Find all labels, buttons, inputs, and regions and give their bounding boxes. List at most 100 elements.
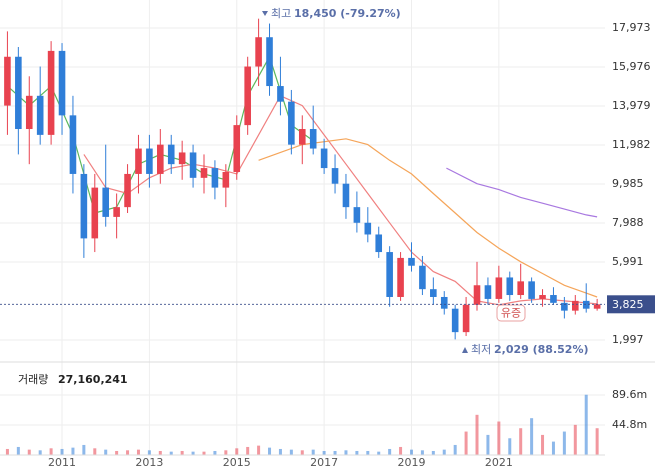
moving-average [83, 95, 598, 306]
last-price-label: 3,825 [612, 298, 644, 311]
moving-average [446, 167, 598, 218]
event-tag: 유증 [496, 304, 526, 322]
candle-body [255, 37, 262, 67]
candle-body [528, 281, 535, 299]
candle-body [266, 37, 273, 87]
candle-body [167, 144, 175, 165]
volume-bar [49, 448, 53, 455]
event-tag-box [496, 304, 526, 322]
volume-bar [202, 451, 206, 455]
candle-body [36, 95, 44, 135]
event-tag-text: 유증 [501, 307, 521, 320]
volume-bar [246, 446, 250, 455]
candle-body [178, 152, 186, 165]
candle-body [189, 152, 197, 178]
candle-body [233, 125, 241, 172]
candle-body [397, 257, 404, 297]
volume-bar [289, 449, 293, 455]
volume-bar [486, 434, 490, 455]
volume-bar [388, 448, 392, 455]
volume-bar [584, 394, 588, 455]
volume-bar [115, 450, 119, 455]
volume-bar [93, 448, 97, 455]
candle-body [571, 300, 579, 311]
candle-body [244, 66, 251, 126]
volume-bar [278, 448, 282, 455]
volume-label: 거래량 [18, 373, 48, 386]
candle-body [386, 252, 393, 297]
candle-body [451, 308, 459, 333]
volume-bar [5, 448, 9, 455]
candle-body [561, 302, 568, 311]
volume-bar [453, 444, 457, 455]
candle-body [375, 234, 383, 253]
candle-body [58, 50, 66, 116]
volume-bar [16, 446, 20, 455]
candle-body [593, 304, 601, 309]
x-tick-label: 2019 [397, 456, 425, 469]
low-text: 2,029 (88.52%) [494, 343, 589, 356]
volume-bar [420, 450, 424, 455]
volume-bar [464, 431, 468, 455]
volume-bar [60, 448, 64, 455]
candle-body [408, 257, 415, 266]
candle-body [495, 277, 503, 299]
y-tick-label: 11,982 [612, 138, 651, 151]
candle-body [440, 296, 448, 309]
x-tick-label: 2017 [310, 456, 338, 469]
last-price-badge [607, 295, 655, 314]
candle-body [135, 148, 142, 174]
volume-bar [508, 438, 512, 455]
candle-body [146, 148, 153, 174]
candle-body [222, 171, 230, 188]
volume-bar [344, 450, 348, 455]
volume-bar [71, 447, 75, 455]
candle-body [4, 56, 11, 106]
volume-bar [530, 418, 534, 455]
volume-bar [409, 449, 413, 455]
volume-bar [147, 450, 151, 455]
volume-bar [333, 450, 337, 455]
high-text: 18,450 (-79.27%) [294, 7, 401, 20]
high-label: 최고 [271, 7, 291, 20]
candle-body [582, 300, 590, 309]
volume-bar [377, 451, 381, 455]
candle-body [517, 281, 524, 296]
volume-bar [475, 414, 479, 455]
candle-body [342, 183, 350, 208]
candle-body [331, 168, 339, 184]
y-tick-label: 5,991 [612, 255, 644, 268]
y-tick-label: 17,973 [612, 21, 651, 34]
volume-bar [322, 450, 326, 455]
volume-bar [300, 450, 304, 455]
volume-bar [541, 434, 545, 455]
volume-bar [191, 451, 195, 455]
volume-bar [399, 446, 403, 455]
volume-bar [158, 450, 162, 455]
volume-bar [268, 447, 272, 455]
x-tick-label: 2011 [48, 456, 76, 469]
candle-body [353, 207, 361, 223]
candle-body [200, 168, 208, 178]
volume-bar [442, 449, 446, 455]
volume-bar [551, 441, 555, 455]
volume-bar [311, 449, 315, 455]
candle-body [91, 187, 99, 239]
volume-tick-label: 89.6m [612, 388, 647, 401]
volume-bar [431, 450, 435, 455]
y-tick-label: 15,976 [612, 60, 651, 73]
volume-bar [82, 444, 86, 455]
volume-bar [169, 451, 173, 455]
volume-bar [235, 448, 239, 455]
candle-body [550, 295, 557, 303]
candle-body [47, 50, 55, 135]
volume-total: 27,160,241 [58, 373, 128, 386]
candle-body [298, 129, 306, 145]
candle-body [484, 285, 492, 299]
candle-body [69, 115, 77, 174]
volume-bar [366, 450, 370, 455]
candle-body [277, 86, 284, 102]
